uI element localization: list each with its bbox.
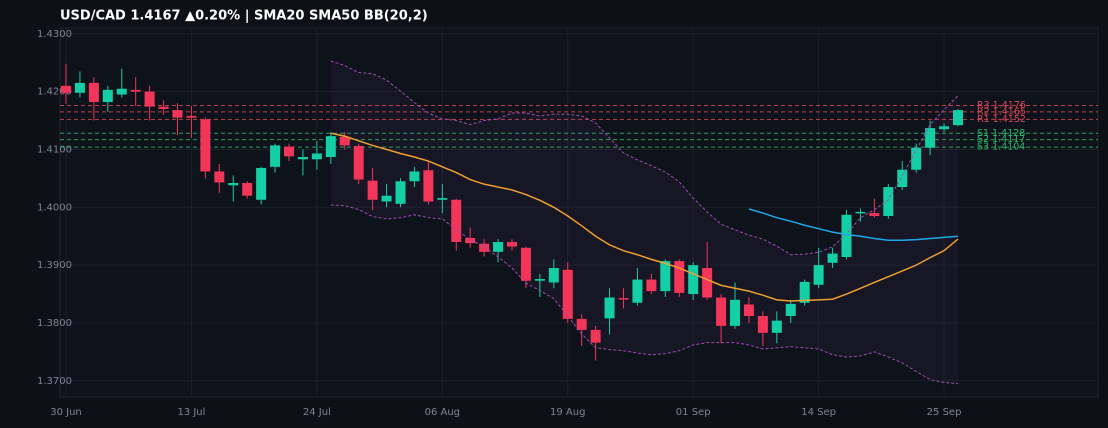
pivot-label: R3 1.4176 (977, 100, 1026, 111)
candle-body (479, 243, 490, 252)
pivot-label: S3 1.4104 (977, 142, 1025, 153)
candle-body (827, 253, 838, 263)
candle-body (939, 126, 950, 130)
candle-body (520, 247, 531, 281)
y-tick-label: 1.3800 (37, 318, 72, 329)
candle-body (102, 89, 113, 103)
candle-body (953, 110, 963, 126)
y-tick-label: 1.4000 (37, 202, 72, 213)
candle-body (437, 198, 448, 200)
candle-body (548, 268, 559, 283)
candle-body (367, 180, 378, 200)
candle-body (172, 110, 183, 118)
candle-body (730, 299, 740, 326)
candle-body (618, 298, 629, 300)
pivot-label: R1 1.4152 (977, 114, 1026, 125)
candle-body (911, 147, 922, 170)
candle-body (562, 269, 573, 319)
candle-body (200, 119, 211, 172)
candle-body (799, 281, 810, 303)
x-tick-label: 13 Jul (177, 407, 205, 418)
candle-body (493, 241, 504, 252)
pivot-label: S2 1.4117 (977, 134, 1025, 145)
candle-body (158, 106, 169, 109)
candle-body (451, 199, 462, 242)
x-tick-label: 30 Jun (50, 407, 82, 418)
candle-body (353, 145, 364, 180)
candle-body (130, 89, 141, 92)
candle-body (284, 146, 294, 157)
line-0 (330, 60, 959, 256)
x-tick-label: 14 Sep (801, 407, 836, 418)
candle-body (423, 170, 434, 202)
candle-body (214, 171, 225, 183)
candle-body (242, 183, 253, 196)
x-tick-label: 19 Aug (550, 407, 585, 418)
x-tick-label: 06 Aug (425, 407, 460, 418)
candle-body (688, 265, 699, 295)
candle-body (339, 136, 350, 146)
y-tick-label: 1.4100 (37, 144, 72, 155)
candle-body (61, 85, 71, 93)
y-tick-label: 1.3900 (37, 260, 72, 271)
candle-body (716, 297, 727, 326)
candle-body (325, 136, 336, 157)
candle-body (507, 241, 517, 247)
candle-body (674, 261, 685, 293)
candle-body (743, 304, 754, 317)
candle-body (256, 167, 267, 200)
candle-body (395, 181, 406, 204)
candle-body (144, 91, 155, 107)
line-1 (330, 204, 959, 385)
candle-body (88, 82, 99, 103)
y-tick-label: 1.3700 (37, 376, 72, 387)
chart-title: USD/CAD 1.4167 ▲0.20% | SMA20 SMA50 BB(2… (60, 9, 428, 24)
candle-body (841, 214, 852, 258)
candle-body (646, 279, 657, 292)
candle-body (576, 318, 587, 330)
line-2 (330, 132, 959, 302)
candle-body (925, 128, 936, 148)
candle-body (381, 195, 392, 202)
candle-body (186, 115, 197, 118)
candle-body (604, 297, 615, 319)
y-tick-label: 1.4300 (37, 29, 72, 40)
y-tick-label: 1.4200 (37, 87, 72, 98)
candle-body (74, 82, 85, 93)
candle-body (297, 156, 308, 160)
candle-body (228, 183, 239, 186)
candle-body (311, 153, 322, 160)
candle-body (534, 279, 545, 281)
candle-body (465, 237, 476, 244)
candle-body (869, 213, 880, 216)
pivot-label: R2 1.4165 (977, 106, 1026, 117)
candle-body (270, 145, 281, 167)
x-tick-label: 01 Sep (676, 407, 711, 418)
candle-body (590, 329, 601, 343)
candle-body (855, 211, 866, 214)
candle-body (702, 268, 713, 298)
candle-body (116, 88, 127, 95)
candle-body (785, 303, 796, 317)
candle-body (632, 279, 643, 303)
candle-body (897, 169, 908, 188)
x-tick-label: 25 Sep (927, 407, 962, 418)
bb-fill (330, 60, 958, 384)
candle-body (409, 171, 420, 182)
candle-body (757, 316, 768, 333)
pivot-label: S1 1.4128 (977, 128, 1025, 139)
x-tick-label: 24 Jul (303, 407, 331, 418)
line-3 (748, 208, 959, 242)
candle-body (771, 320, 782, 333)
candle-body (883, 187, 894, 216)
candle-body (813, 265, 824, 285)
candle-body (660, 261, 671, 292)
plot-area (59, 27, 1099, 398)
